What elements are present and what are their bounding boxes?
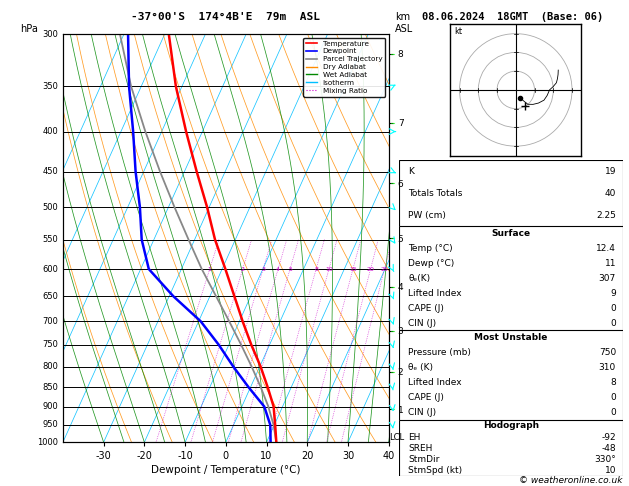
Text: 40: 40 xyxy=(604,189,616,198)
Text: Pressure (mb): Pressure (mb) xyxy=(408,348,471,358)
Text: 950: 950 xyxy=(42,420,58,429)
Text: Temp (°C): Temp (°C) xyxy=(408,244,453,253)
Text: 330°: 330° xyxy=(594,455,616,464)
Text: 08.06.2024  18GMT  (Base: 06): 08.06.2024 18GMT (Base: 06) xyxy=(422,12,603,22)
Text: SREH: SREH xyxy=(408,444,433,453)
Legend: Temperature, Dewpoint, Parcel Trajectory, Dry Adiabat, Wet Adiabat, Isotherm, Mi: Temperature, Dewpoint, Parcel Trajectory… xyxy=(303,37,385,97)
Text: 12.4: 12.4 xyxy=(596,244,616,253)
Text: 307: 307 xyxy=(599,274,616,283)
Text: θₑ(K): θₑ(K) xyxy=(408,274,430,283)
Text: 700: 700 xyxy=(42,317,58,326)
Text: 0: 0 xyxy=(610,393,616,402)
Text: Lifted Index: Lifted Index xyxy=(408,289,462,297)
Text: Lifted Index: Lifted Index xyxy=(408,379,462,387)
Text: θₑ (K): θₑ (K) xyxy=(408,364,433,372)
Text: 310: 310 xyxy=(599,364,616,372)
Text: 5: 5 xyxy=(288,266,292,272)
Text: 10: 10 xyxy=(604,466,616,475)
Text: hPa: hPa xyxy=(21,24,38,34)
Text: 0: 0 xyxy=(610,304,616,312)
Text: kt: kt xyxy=(454,27,462,35)
Text: -92: -92 xyxy=(601,433,616,442)
Text: 800: 800 xyxy=(42,362,58,371)
Text: 0: 0 xyxy=(610,408,616,417)
Text: 500: 500 xyxy=(42,203,58,212)
Text: 1000: 1000 xyxy=(37,438,58,447)
Text: Totals Totals: Totals Totals xyxy=(408,189,463,198)
Text: StmSpd (kt): StmSpd (kt) xyxy=(408,466,462,475)
Text: Most Unstable: Most Unstable xyxy=(474,333,548,343)
Text: K: K xyxy=(408,167,415,176)
Text: 850: 850 xyxy=(42,382,58,392)
Text: 400: 400 xyxy=(42,127,58,136)
Text: km
ASL: km ASL xyxy=(395,13,413,34)
Text: 3: 3 xyxy=(261,266,265,272)
Text: 450: 450 xyxy=(42,167,58,176)
Text: LCL: LCL xyxy=(389,433,404,442)
Text: -37°00'S  174°4B'E  79m  ASL: -37°00'S 174°4B'E 79m ASL xyxy=(131,12,320,22)
Text: 550: 550 xyxy=(42,235,58,244)
Text: StmDir: StmDir xyxy=(408,455,440,464)
Text: 20: 20 xyxy=(367,266,374,272)
Text: © weatheronline.co.uk: © weatheronline.co.uk xyxy=(519,476,623,485)
Text: 600: 600 xyxy=(42,264,58,274)
Text: 25: 25 xyxy=(381,266,389,272)
Text: 2.25: 2.25 xyxy=(596,210,616,220)
Text: CIN (J): CIN (J) xyxy=(408,318,437,328)
Text: 350: 350 xyxy=(42,82,58,91)
Text: 750: 750 xyxy=(599,348,616,358)
Text: Surface: Surface xyxy=(491,229,531,238)
Text: 1: 1 xyxy=(208,266,212,272)
Text: 8: 8 xyxy=(314,266,318,272)
Text: 19: 19 xyxy=(604,167,616,176)
Text: 900: 900 xyxy=(42,402,58,411)
Text: -48: -48 xyxy=(601,444,616,453)
X-axis label: Dewpoint / Temperature (°C): Dewpoint / Temperature (°C) xyxy=(151,466,301,475)
Text: 650: 650 xyxy=(42,292,58,301)
Text: 2: 2 xyxy=(241,266,245,272)
Text: 9: 9 xyxy=(610,289,616,297)
Text: PW (cm): PW (cm) xyxy=(408,210,446,220)
Text: 8: 8 xyxy=(610,379,616,387)
Text: 300: 300 xyxy=(42,30,58,38)
Text: Hodograph: Hodograph xyxy=(483,421,539,431)
Text: 10: 10 xyxy=(325,266,333,272)
Text: CAPE (J): CAPE (J) xyxy=(408,393,444,402)
Text: 750: 750 xyxy=(42,340,58,349)
Text: 4: 4 xyxy=(276,266,280,272)
Text: 0: 0 xyxy=(610,318,616,328)
Text: EH: EH xyxy=(408,433,421,442)
Text: Dewp (°C): Dewp (°C) xyxy=(408,259,455,268)
Text: CAPE (J): CAPE (J) xyxy=(408,304,444,312)
Text: 15: 15 xyxy=(349,266,357,272)
Text: 11: 11 xyxy=(604,259,616,268)
Text: CIN (J): CIN (J) xyxy=(408,408,437,417)
